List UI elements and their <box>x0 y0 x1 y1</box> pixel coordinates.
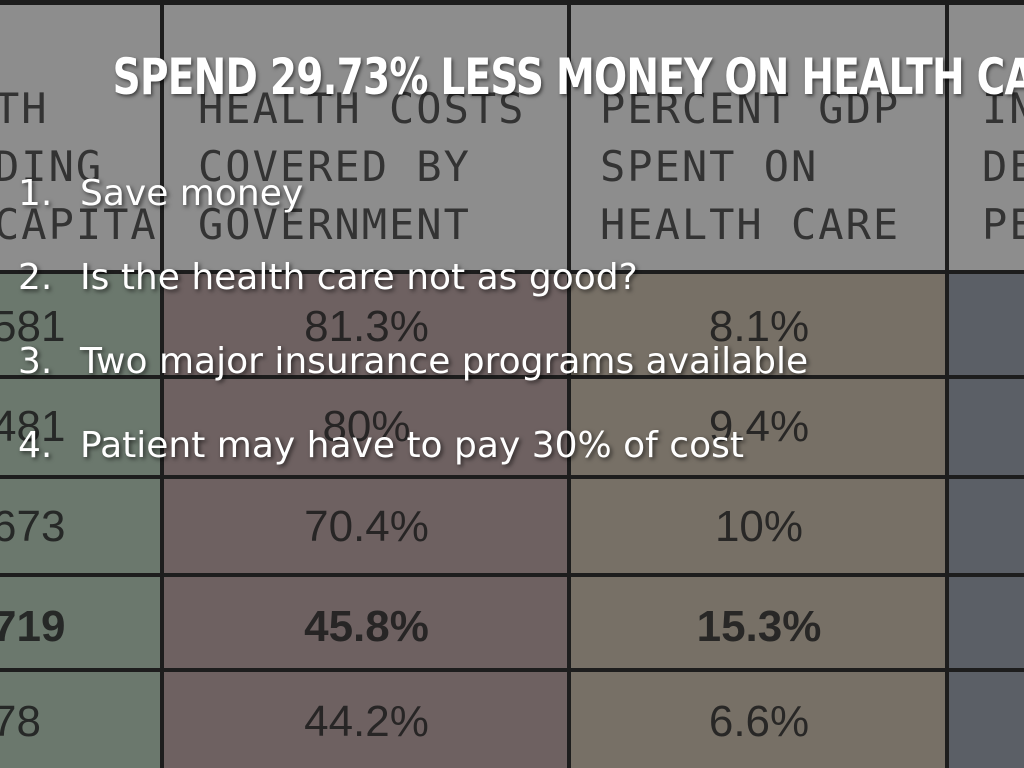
list-item: 4. Patient may have to pay 30% of cost <box>18 426 744 466</box>
list-item: 3. Two major insurance programs available <box>18 342 808 382</box>
table-divider <box>945 0 949 768</box>
table-header-cell: TH DING CAPITA <box>0 84 158 249</box>
table-divider <box>0 0 1024 5</box>
table-divider <box>0 668 1024 672</box>
table-cell: 9.4% <box>708 402 810 451</box>
table-cell: 10% <box>714 502 804 551</box>
table-cell: 70.4% <box>304 502 429 551</box>
table-cell: 6.6% <box>708 697 810 746</box>
table-column-gov-coverage <box>163 0 570 768</box>
table-cell: 45.8% <box>304 602 429 651</box>
table-divider <box>160 0 164 768</box>
table-column-spending-per-capita <box>0 0 163 768</box>
table-divider <box>0 375 1024 379</box>
table-cell: 481 <box>0 402 66 451</box>
table-divider <box>0 270 1024 274</box>
table-cell: 719 <box>0 602 66 651</box>
table-cell: 81.3% <box>304 302 429 351</box>
list-item-text: Save money <box>80 173 304 214</box>
list-item-number: 3. <box>18 341 53 382</box>
table-cell: 673 <box>0 502 66 551</box>
list-item-text: Patient may have to pay 30% of cost <box>80 425 744 466</box>
table-divider <box>0 573 1024 577</box>
table-divider <box>567 0 571 768</box>
table-header-cell: PERCENT GDP SPENT ON HEALTH CARE <box>600 84 901 249</box>
table-cell: 8.1% <box>708 302 810 351</box>
table-cell: 15.3% <box>696 602 822 651</box>
table-divider <box>0 475 1024 479</box>
list-item: 2. Is the health care not as good? <box>18 258 638 298</box>
slide-title: SPEND 29.73% LESS MONEY ON HEALTH CARE <box>112 48 1024 106</box>
list-item-text: Is the health care not as good? <box>80 257 638 298</box>
table-cell: 78 <box>0 697 41 746</box>
list-item-number: 1. <box>18 173 53 214</box>
table-column-gdp-percent <box>570 0 948 768</box>
table-header-cell: HEALTH COSTS COVERED BY GOVERNMENT <box>198 84 526 249</box>
table-cell: 581 <box>0 302 66 351</box>
table-header-cell: IN DE PE <box>982 84 1024 249</box>
list-item-number: 4. <box>18 425 53 466</box>
table-cell: 80% <box>322 402 411 451</box>
list-item-number: 2. <box>18 257 53 298</box>
list-item: 1. Save money <box>18 174 303 214</box>
table-cell: 44.2% <box>304 697 429 746</box>
table-column-partial <box>948 0 1024 768</box>
list-item-text: Two major insurance programs available <box>80 341 809 382</box>
